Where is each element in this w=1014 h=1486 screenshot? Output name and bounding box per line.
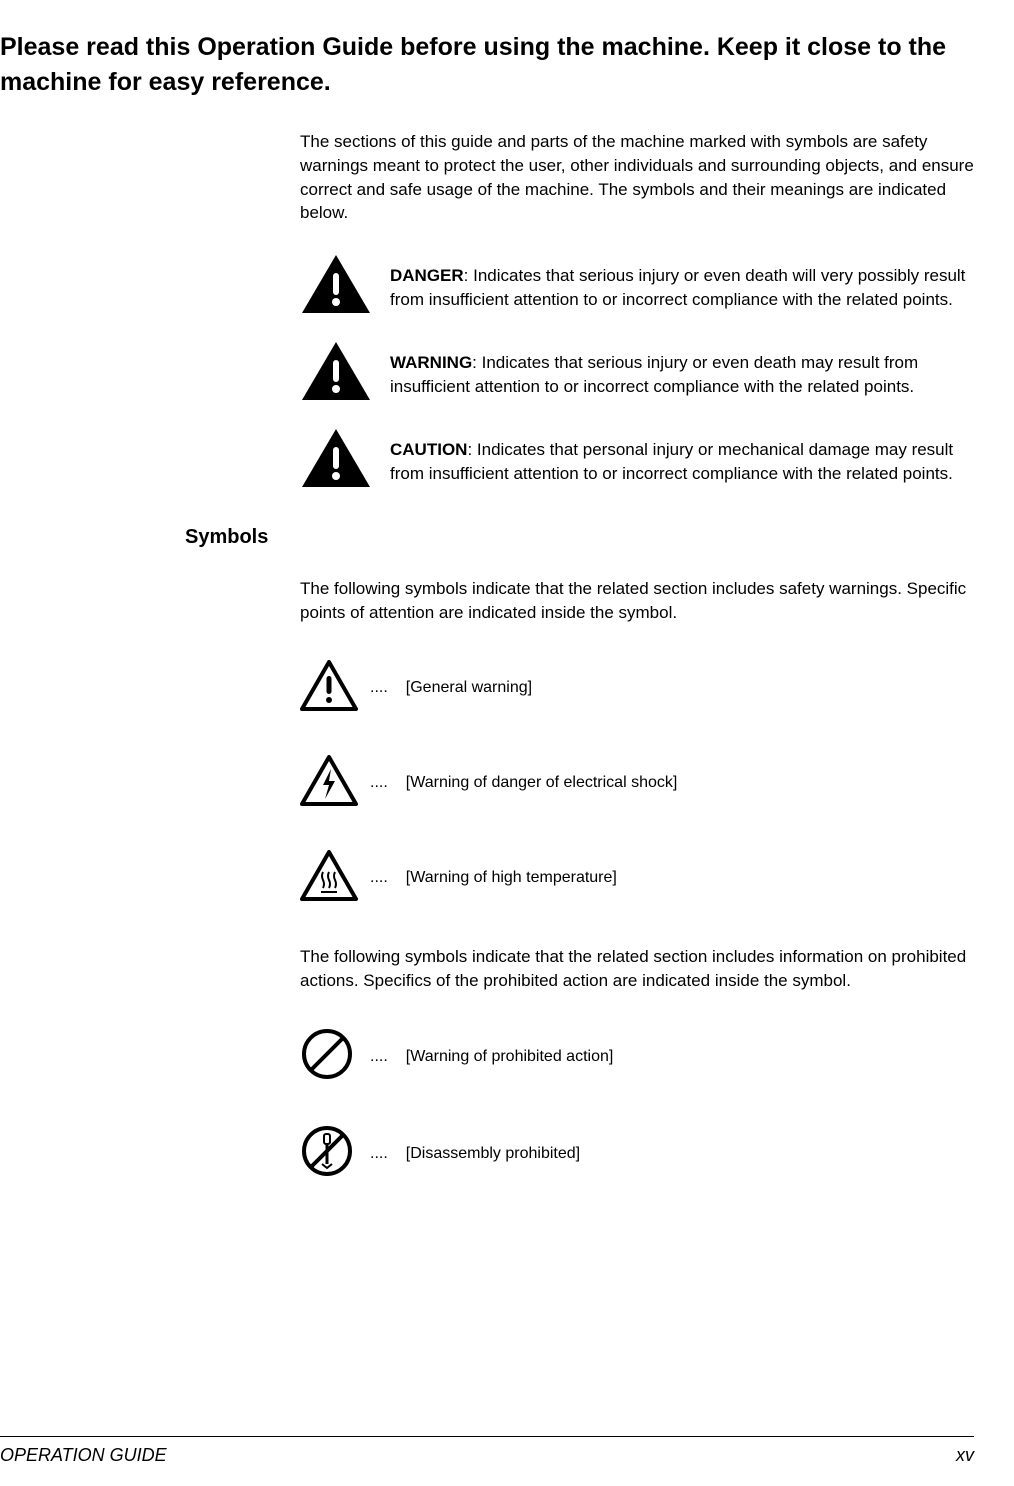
warning-label: WARNING	[390, 353, 472, 372]
electrical-shock-label: [Warning of danger of electrical shock]	[406, 774, 678, 792]
prohibited-action-icon	[300, 1027, 370, 1086]
prohibited-intro: The following symbols indicate that the …	[300, 945, 974, 993]
intro-paragraph: The sections of this guide and parts of …	[300, 130, 974, 225]
disassembly-prohibited-row: .... [Disassembly prohibited]	[300, 1124, 974, 1183]
dots: ....	[370, 869, 388, 887]
caution-row: CAUTION: Indicates that personal injury …	[300, 427, 974, 496]
danger-text: DANGER: Indicates that serious injury or…	[390, 264, 974, 312]
warning-icon	[300, 340, 390, 409]
disassembly-prohibited-icon	[300, 1124, 370, 1183]
page-container: Please read this Operation Guide before …	[0, 0, 1014, 1486]
footer-right: xv	[956, 1445, 974, 1466]
danger-label: DANGER	[390, 266, 464, 285]
caution-desc: : Indicates that personal injury or mech…	[390, 440, 953, 483]
symbols-content: The following symbols indicate that the …	[300, 577, 974, 1183]
prohibited-action-label: [Warning of prohibited action]	[406, 1048, 614, 1066]
general-warning-row: .... [General warning]	[300, 660, 974, 717]
body-content: The sections of this guide and parts of …	[300, 130, 974, 496]
danger-icon	[300, 253, 390, 322]
dots: ....	[370, 1145, 388, 1163]
electrical-shock-icon	[300, 755, 370, 812]
dots: ....	[370, 1048, 388, 1066]
dots: ....	[370, 774, 388, 792]
electrical-shock-row: .... [Warning of danger of electrical sh…	[300, 755, 974, 812]
page-footer: OPERATION GUIDE xv	[0, 1436, 974, 1466]
general-warning-icon	[300, 660, 370, 717]
disassembly-prohibited-label: [Disassembly prohibited]	[406, 1145, 580, 1163]
main-heading: Please read this Operation Guide before …	[0, 30, 974, 100]
prohibited-action-row: .... [Warning of prohibited action]	[300, 1027, 974, 1086]
caution-icon	[300, 427, 390, 496]
warning-text: WARNING: Indicates that serious injury o…	[390, 351, 974, 399]
dots: ....	[370, 679, 388, 697]
high-temperature-icon	[300, 850, 370, 907]
high-temperature-row: .... [Warning of high temperature]	[300, 850, 974, 907]
general-warning-label: [General warning]	[406, 679, 532, 697]
caution-label: CAUTION	[390, 440, 467, 459]
symbols-intro: The following symbols indicate that the …	[300, 577, 974, 625]
danger-row: DANGER: Indicates that serious injury or…	[300, 253, 974, 322]
caution-text: CAUTION: Indicates that personal injury …	[390, 438, 974, 486]
danger-desc: : Indicates that serious injury or even …	[390, 266, 965, 309]
high-temperature-label: [Warning of high temperature]	[406, 869, 617, 887]
symbols-heading: Symbols	[185, 526, 974, 549]
warning-row: WARNING: Indicates that serious injury o…	[300, 340, 974, 409]
footer-left: OPERATION GUIDE	[0, 1445, 167, 1466]
